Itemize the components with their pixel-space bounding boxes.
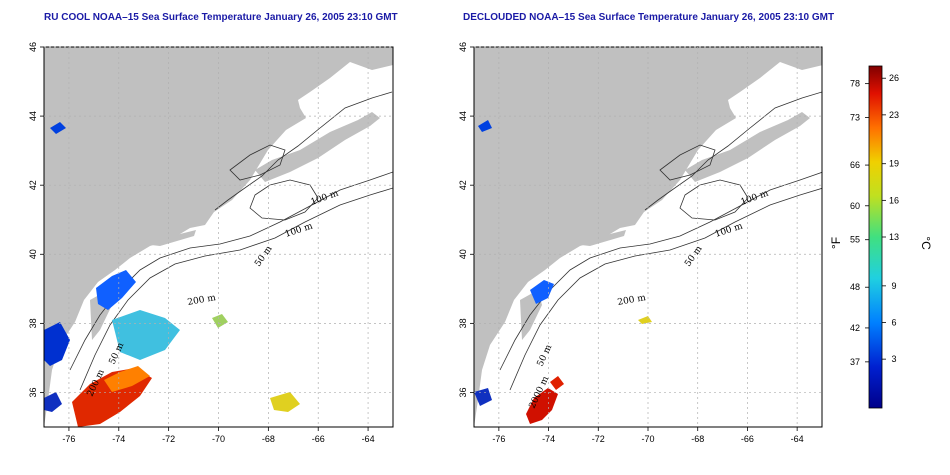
- sst-blue-cape: [474, 388, 492, 406]
- colorbar-celsius-ticks: 26 23 19 16 13 9 6 3: [882, 73, 899, 364]
- sst-cyan-patches: [112, 310, 180, 360]
- long-island-land: [572, 230, 626, 246]
- right-y-axis: 36 38 40 42 44 46: [458, 42, 474, 397]
- temperature-colorbar: 78 73 66 60 55 48 42 37 26 23 19 16 13 9 6 3 °F °C: [829, 65, 933, 409]
- x-tick-label: -66: [312, 434, 325, 444]
- right-x-axis: -76 -74 -72 -70 -68 -66 -64: [492, 427, 804, 444]
- contour-50m-bank: [679, 179, 749, 221]
- colorbar-c-tick-label: 23: [889, 110, 899, 120]
- sst-yellow-patch: [270, 392, 300, 412]
- sst-green-patches: [212, 314, 228, 328]
- land-mass: [474, 47, 822, 427]
- contour-100m: [214, 91, 393, 211]
- colorbar-c-tick-label: 19: [889, 159, 899, 169]
- x-tick-label: -74: [542, 434, 555, 444]
- x-tick-label: -68: [691, 434, 704, 444]
- contour-label: 200 m: [187, 293, 217, 308]
- x-tick-label: -66: [741, 434, 754, 444]
- sst-yellow-fleck: [638, 316, 652, 324]
- colorbar-f-tick-label: 48: [850, 282, 860, 292]
- contour-gulf-of-maine: [659, 144, 716, 181]
- land-mass: [44, 47, 393, 427]
- y-tick-label: 40: [458, 249, 468, 259]
- colorbar-f-tick-label: 37: [850, 357, 860, 367]
- sst-blue-shelf: [530, 280, 554, 304]
- y-tick-label: 38: [458, 318, 468, 328]
- y-tick-label: 36: [458, 387, 468, 397]
- contour-50m-bank: [249, 179, 319, 221]
- left-x-axis: -76 -74 -72 -70 -68 -66 -64: [62, 427, 375, 444]
- colorbar-f-tick-label: 60: [850, 201, 860, 211]
- y-tick-label: 40: [28, 249, 38, 259]
- nova-scotia-land: [255, 112, 380, 182]
- contour-gulf-of-maine: [229, 144, 286, 181]
- y-tick-label: 46: [458, 42, 468, 52]
- sst-blue-shelf: [96, 270, 136, 310]
- colorbar-f-tick-label: 42: [850, 323, 860, 333]
- x-tick-label: -64: [362, 434, 375, 444]
- contour-2000m: [79, 187, 393, 391]
- colorbar-c-tick-label: 3: [891, 354, 896, 364]
- x-tick-label: -70: [641, 434, 654, 444]
- x-tick-label: -72: [162, 434, 175, 444]
- x-tick-label: -74: [112, 434, 125, 444]
- contour-100m: [644, 91, 822, 211]
- x-tick-label: -76: [62, 434, 75, 444]
- sst-red-spot: [550, 376, 564, 390]
- long-island-land: [142, 230, 196, 246]
- colorbar-scale: [868, 65, 883, 409]
- left-map-title: RU COOL NOAA–15 Sea Surface Temperature …: [44, 12, 398, 23]
- right-map-gridlines: [474, 46, 822, 427]
- y-tick-label: 38: [28, 318, 38, 328]
- colorbar-f-tick-label: 66: [850, 160, 860, 170]
- sst-blue-cape: [44, 392, 62, 412]
- x-tick-label: -76: [492, 434, 505, 444]
- y-tick-label: 46: [28, 42, 38, 52]
- y-tick-label: 44: [28, 111, 38, 121]
- y-tick-label: 42: [28, 180, 38, 190]
- x-tick-label: -70: [212, 434, 225, 444]
- right-map-plot-area: [474, 47, 822, 427]
- sst-blue-north: [50, 122, 66, 134]
- contour-label: 200 m: [617, 293, 647, 308]
- colorbar-fahrenheit-ticks: 78 73 66 60 55 48 42 37: [850, 79, 869, 367]
- contour-200m: [499, 171, 822, 371]
- sst-orange-gulfstream: [104, 366, 150, 392]
- colorbar-f-tick-label: 55: [850, 235, 860, 245]
- colorbar-c-tick-label: 16: [889, 195, 899, 205]
- x-tick-label: -64: [791, 434, 804, 444]
- colorbar-c-tick-label: 6: [891, 318, 896, 328]
- colorbar-c-tick-label: 26: [889, 73, 899, 83]
- colorbar-f-tick-label: 73: [850, 113, 860, 123]
- left-map-gridlines: [44, 46, 393, 427]
- sst-blue-north: [478, 120, 492, 132]
- celsius-unit-label: °C: [919, 236, 933, 250]
- sst-red-gulfstream: [526, 388, 558, 424]
- y-tick-label: 44: [458, 111, 468, 121]
- colorbar-c-tick-label: 9: [891, 281, 896, 291]
- right-map-title: DECLOUDED NOAA–15 Sea Surface Temperatur…: [463, 12, 835, 23]
- y-tick-label: 36: [28, 387, 38, 397]
- contour-2000m: [509, 187, 822, 391]
- sst-blue-chesapeake: [44, 322, 70, 366]
- colorbar-f-tick-label: 78: [850, 79, 860, 89]
- x-tick-label: -72: [592, 434, 605, 444]
- left-y-axis: 36 38 40 42 44 46: [28, 42, 44, 397]
- fahrenheit-unit-label: °F: [829, 237, 843, 249]
- y-tick-label: 42: [458, 180, 468, 190]
- contour-200m: [69, 171, 393, 371]
- colorbar-c-tick-label: 13: [889, 232, 899, 242]
- x-tick-label: -68: [262, 434, 275, 444]
